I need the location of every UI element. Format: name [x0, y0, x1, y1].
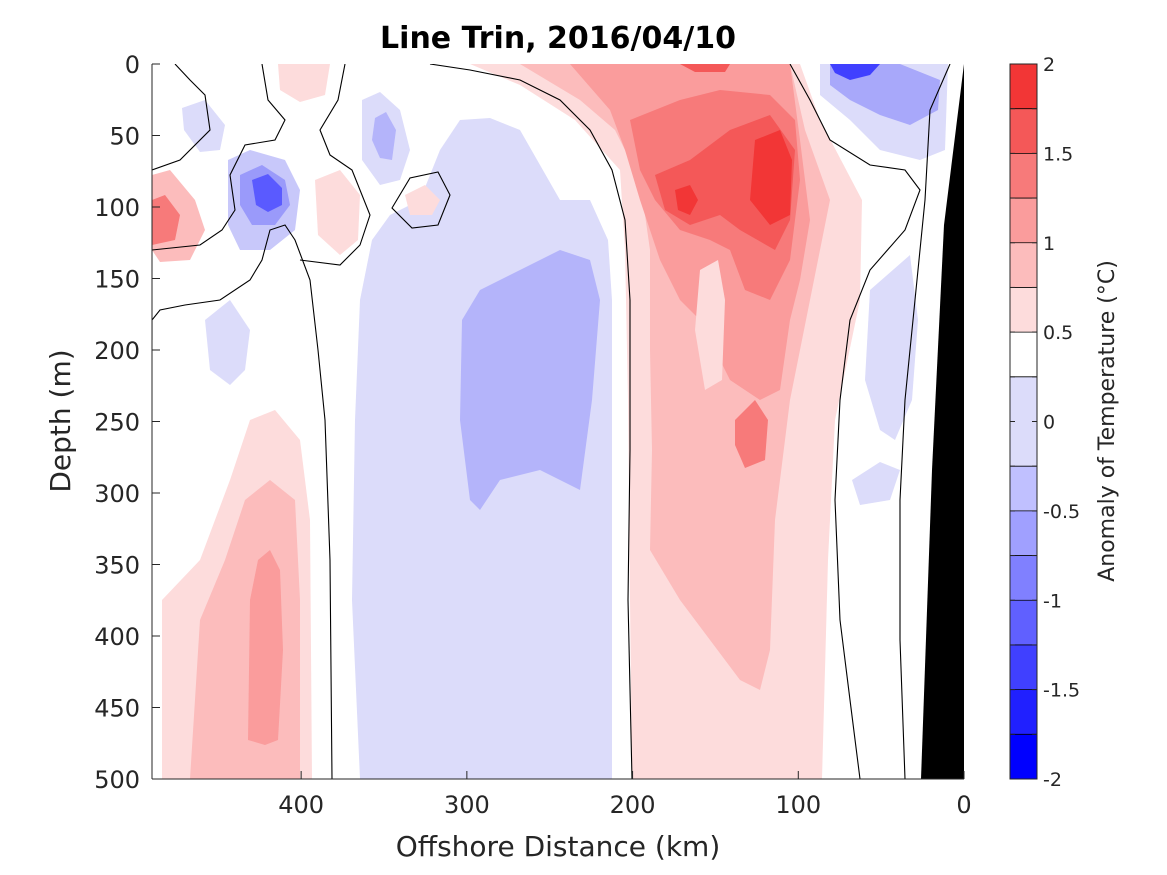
zero-contours [152, 64, 951, 779]
colorbar-band [1010, 332, 1037, 377]
cold-spot-left-halo [182, 100, 225, 152]
x-axis-label: Offshore Distance (km) [396, 830, 721, 863]
y-tick-label: 50 [109, 123, 140, 151]
y-tick-label: 300 [94, 480, 140, 508]
zero-contour-1 [152, 64, 211, 171]
y-axis-label: Depth (m) [44, 349, 77, 492]
zero-contour-8 [899, 64, 951, 779]
cold-spot-upper-core [372, 112, 396, 160]
zero-contour-5 [152, 224, 333, 779]
colorbar-ticks: 2 1.5 1 0.5 0 -0.5 -1 -1.5 -2 [1010, 54, 1080, 791]
colorbar-tick-label: -2 [1043, 769, 1062, 791]
colorbar-band [1010, 108, 1037, 154]
colorbar-band [1010, 466, 1037, 511]
y-tick-label: 100 [94, 194, 140, 222]
x-tick-label: 200 [610, 791, 656, 819]
colorbar-bands [1010, 64, 1037, 779]
warm-surface-core [680, 64, 730, 72]
warm-spot-top [278, 64, 330, 102]
y-tick-label: 150 [94, 266, 140, 294]
y-tick-label: 500 [94, 766, 140, 794]
warm-spot-mid [315, 170, 360, 255]
colorbar-tick-label: 1.5 [1043, 143, 1073, 165]
y-tick-label: 350 [94, 552, 140, 580]
warm-lobe-inner [675, 185, 698, 215]
cold-bay-core [830, 64, 880, 80]
colorbar-tick-label: -0.5 [1043, 501, 1080, 523]
cold-patch-right-lower [852, 462, 900, 505]
cold-patch-left [205, 300, 250, 385]
colorbar-band [1010, 287, 1037, 333]
colorbar-band [1010, 153, 1037, 199]
zero-contour-6 [429, 64, 633, 779]
chart-title: Line Trin, 2016/04/10 [380, 21, 736, 56]
warm-lens-core [248, 550, 283, 745]
bottom-mask [921, 64, 964, 779]
y-tick-label: 450 [94, 695, 140, 723]
colorbar-tick-label: -1 [1043, 590, 1062, 612]
contour-field [152, 64, 964, 779]
warm-tongue [735, 400, 768, 468]
colorbar-band [1010, 198, 1037, 243]
colorbar-band [1010, 555, 1037, 601]
warm-ribbon [695, 260, 725, 390]
y-tick-label: 200 [94, 337, 140, 365]
colorbar-band [1010, 64, 1037, 109]
colorbar-band [1010, 644, 1037, 690]
zero-contour-7 [789, 64, 921, 779]
colorbar-band [1010, 510, 1037, 556]
x-tick-label: 400 [278, 791, 324, 819]
cold-eddy-left-core [252, 174, 282, 212]
y-tick-label: 0 [125, 51, 140, 79]
x-tick-label: 100 [775, 791, 821, 819]
colorbar-tick-label: -1.5 [1043, 680, 1080, 702]
colorbar-label: Anomaly of Temperature (°C) [1095, 260, 1120, 582]
cold-patch-right [865, 255, 918, 440]
colorbar-tick-label: 0.5 [1043, 322, 1073, 344]
colorbar-band [1010, 242, 1037, 288]
x-ticks: 400 300 200 100 0 [278, 771, 972, 819]
axes: 400 300 200 100 0 0 50 100 150 200 250 300 350 400 45… [94, 51, 971, 819]
colorbar-band [1010, 689, 1037, 735]
y-ticks: 0 50 100 150 200 250 300 350 400 450 500 [94, 51, 160, 794]
colorbar-tick-label: 0 [1043, 412, 1055, 434]
y-tick-label: 400 [94, 623, 140, 651]
zero-contour-2 [152, 64, 286, 251]
warm-spot-small [405, 185, 440, 215]
colorbar: 2 1.5 1 0.5 0 -0.5 -1 -1.5 -2 [1009, 54, 1080, 791]
x-tick-label: 300 [444, 791, 490, 819]
cold-column-core [460, 250, 600, 510]
colorbar-tick-label: 1 [1043, 233, 1055, 255]
colorbar-band [1010, 600, 1037, 645]
colorbar-band [1010, 734, 1037, 779]
zero-contour-3 [299, 64, 371, 266]
warm-core-inner [750, 130, 792, 225]
colorbar-tick-label: 2 [1043, 54, 1055, 76]
cold-bay-mid [830, 64, 940, 125]
y-tick-label: 250 [94, 409, 140, 437]
x-tick-label: 0 [956, 791, 971, 819]
zero-contour-4 [391, 171, 451, 229]
